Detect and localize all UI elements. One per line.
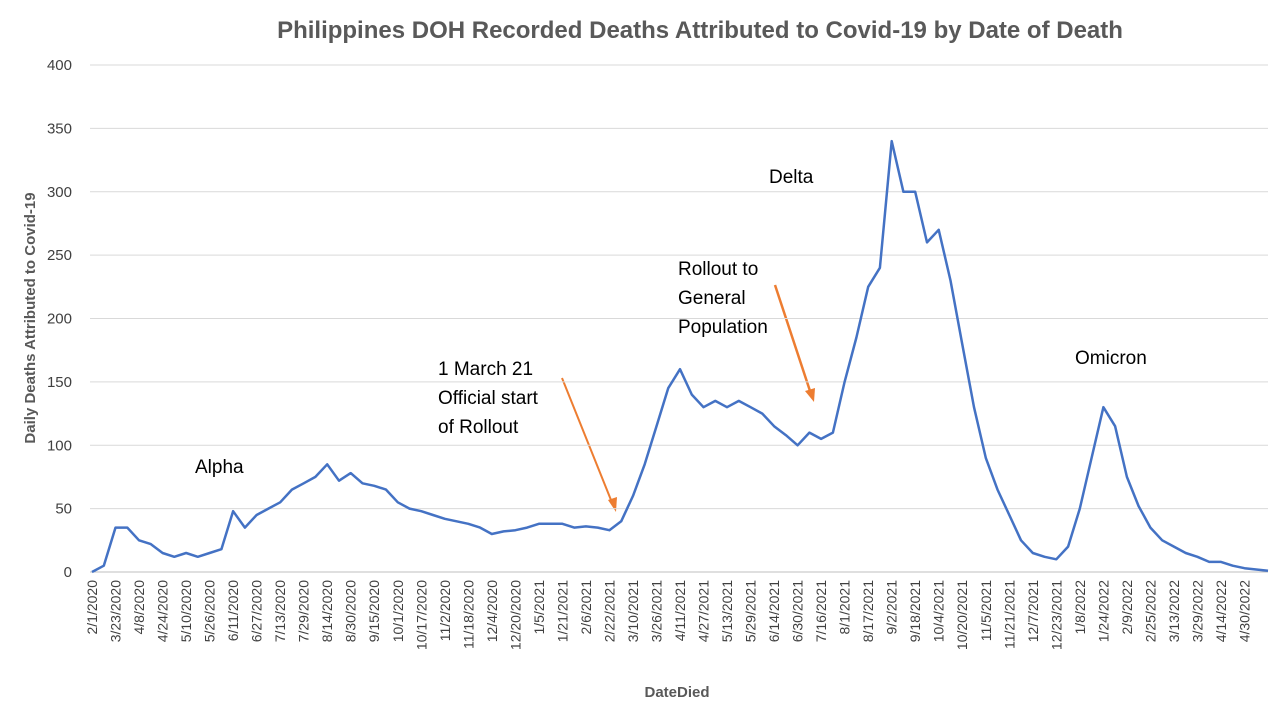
x-tick-label: 10/1/2020 (390, 580, 406, 642)
x-tick-label: 2/1/2020 (84, 580, 100, 635)
x-tick-label: 10/17/2020 (413, 580, 429, 650)
x-tick-label: 11/18/2020 (460, 580, 476, 649)
x-tick-label: 4/27/2021 (696, 580, 712, 642)
x-tick-label: 6/30/2021 (790, 580, 806, 642)
arrow-head (805, 388, 815, 402)
x-tick-label: 3/13/2022 (1166, 580, 1182, 642)
x-tick-label: 2/22/2021 (601, 580, 617, 642)
y-tick-label: 200 (47, 311, 72, 328)
x-tick-label: 8/17/2021 (860, 580, 876, 642)
y-tick-label: 150 (47, 374, 72, 391)
x-tick-label: 11/2/2020 (437, 580, 453, 641)
x-tick-label: 6/11/2020 (225, 580, 241, 641)
x-tick-label: 8/1/2021 (837, 580, 853, 635)
x-axis-title: DateDied (644, 684, 709, 701)
x-tick-label: 10/4/2021 (931, 580, 947, 642)
arrow-head (608, 497, 617, 512)
x-tick-label: 4/30/2022 (1236, 580, 1252, 642)
y-tick-label: 350 (47, 120, 72, 137)
x-tick-label: 3/23/2020 (108, 580, 124, 642)
annotation: 1 March 21 (438, 359, 533, 380)
annotation: Official start (438, 388, 539, 409)
x-tick-label: 5/10/2020 (178, 580, 194, 642)
x-tick-label: 5/13/2021 (719, 580, 735, 642)
x-tick-label: 11/21/2021 (1001, 580, 1017, 649)
x-tick-label: 5/29/2021 (743, 580, 759, 642)
x-tick-label: 4/24/2020 (155, 580, 171, 642)
x-tick-label: 7/16/2021 (813, 580, 829, 642)
x-tick-label: 2/25/2022 (1142, 580, 1158, 642)
y-tick-label: 100 (47, 437, 72, 454)
annotation: Delta (769, 167, 814, 188)
x-tick-label: 1/24/2022 (1095, 580, 1111, 642)
x-tick-label: 5/26/2020 (202, 580, 218, 642)
annotation: of Rollout (438, 417, 519, 438)
x-tick-label: 12/7/2021 (1025, 580, 1041, 642)
x-tick-label: 4/8/2020 (131, 580, 147, 635)
x-tick-label: 11/5/2021 (978, 580, 994, 641)
x-tick-label: 2/9/2022 (1119, 580, 1135, 635)
x-tick-label: 6/14/2021 (766, 580, 782, 642)
x-tick-label: 8/30/2020 (343, 580, 359, 642)
x-tick-label: 9/15/2020 (366, 580, 382, 642)
data-line (91, 139, 1269, 574)
x-tick-label: 6/27/2020 (249, 580, 265, 642)
x-tick-label: 1/5/2021 (531, 580, 547, 635)
y-tick-label: 0 (64, 564, 72, 581)
x-tick-label: 8/14/2020 (319, 580, 335, 642)
x-tick-label: 3/26/2021 (648, 580, 664, 642)
x-tick-label: 9/18/2021 (907, 580, 923, 642)
x-tick-label: 1/21/2021 (554, 580, 570, 642)
y-axis-title: Daily Deaths Attributed to Covid-19 (22, 192, 39, 443)
annotation: General (678, 288, 746, 309)
x-tick-label: 3/29/2022 (1189, 580, 1205, 642)
x-tick-label: 4/14/2022 (1213, 580, 1229, 642)
x-tick-label: 12/4/2020 (484, 580, 500, 642)
x-tick-label: 3/10/2021 (625, 580, 641, 642)
annotation: Omicron (1075, 348, 1147, 369)
y-tick-label: 400 (47, 57, 72, 74)
annotation: Rollout to (678, 259, 758, 280)
y-tick-label: 50 (55, 501, 72, 518)
x-tick-label: 1/8/2022 (1072, 580, 1088, 635)
x-tick-label: 7/29/2020 (296, 580, 312, 642)
x-tick-label: 4/11/2021 (672, 580, 688, 641)
x-tick-label: 12/20/2020 (507, 580, 523, 650)
x-tick-label: 2/6/2021 (578, 580, 594, 635)
annotation: Population (678, 317, 768, 338)
x-tick-label: 9/2/2021 (884, 580, 900, 635)
y-tick-label: 250 (47, 247, 72, 264)
chart-title: Philippines DOH Recorded Deaths Attribut… (277, 17, 1123, 44)
x-tick-label: 7/13/2020 (272, 580, 288, 642)
x-tick-label: 10/20/2021 (954, 580, 970, 650)
arrow (773, 284, 813, 395)
x-tick-label: 12/23/2021 (1048, 580, 1064, 650)
annotation: Alpha (195, 457, 244, 478)
y-tick-label: 300 (47, 184, 72, 201)
arrow (561, 377, 614, 506)
